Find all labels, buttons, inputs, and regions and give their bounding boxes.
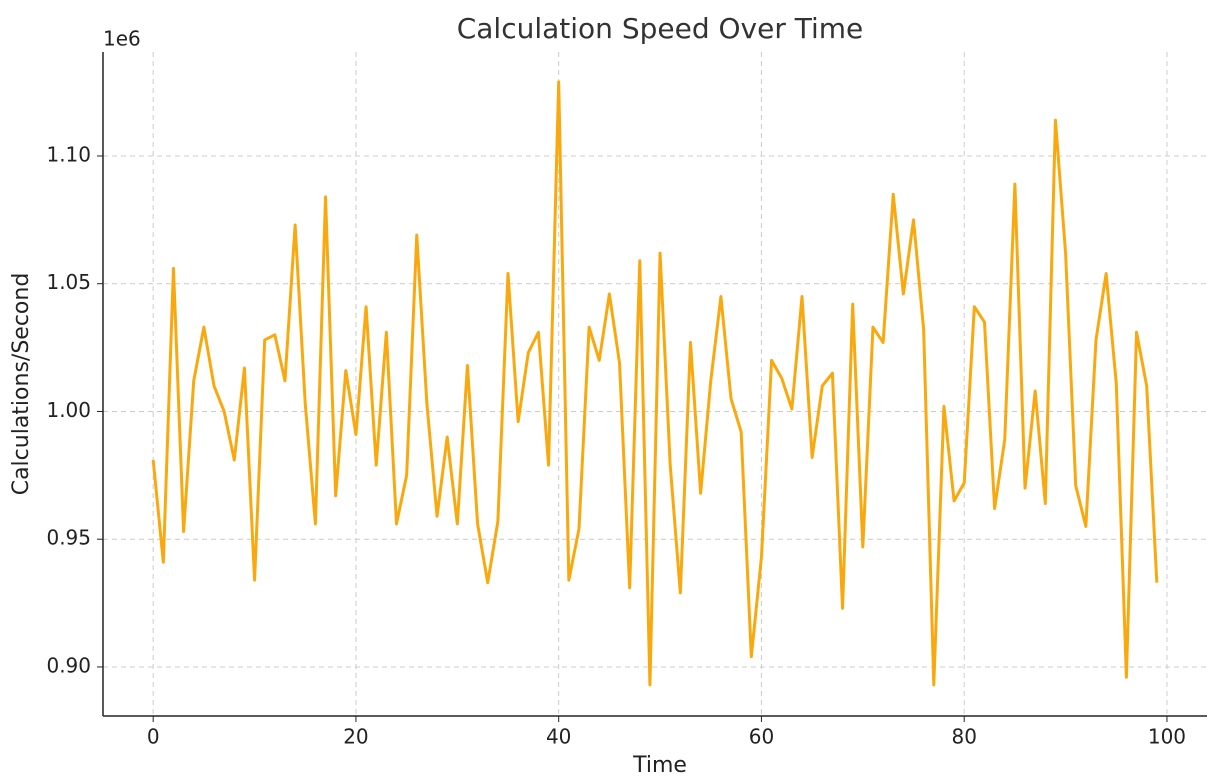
y-multiplier: 1e6 (103, 27, 141, 51)
chart-title: Calculation Speed Over Time (457, 12, 864, 45)
x-tick-label: 40 (546, 725, 571, 749)
x-tick-label: 100 (1148, 725, 1186, 749)
y-tick-label: 0.95 (46, 526, 91, 550)
x-tick-label: 60 (749, 725, 774, 749)
x-tick-label: 80 (951, 725, 976, 749)
y-tick-label: 0.90 (46, 653, 91, 677)
x-tick-label: 0 (147, 725, 160, 749)
y-axis-label: Calculations/Second (9, 273, 34, 496)
x-tick-label: 20 (343, 725, 368, 749)
data-line (151, 80, 1159, 687)
y-tick-label: 1.10 (46, 142, 91, 166)
y-tick-label: 1.05 (46, 270, 91, 294)
y-tick-label: 1.00 (46, 398, 91, 422)
x-axis-label: Time (632, 753, 687, 778)
